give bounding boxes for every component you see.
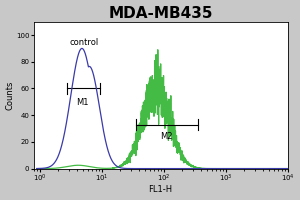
- Text: M1: M1: [76, 98, 88, 107]
- Y-axis label: Counts: Counts: [6, 80, 15, 110]
- Title: MDA-MB435: MDA-MB435: [108, 6, 213, 21]
- Text: M2: M2: [160, 132, 173, 141]
- Text: control: control: [69, 38, 98, 47]
- X-axis label: FL1-H: FL1-H: [148, 185, 172, 194]
